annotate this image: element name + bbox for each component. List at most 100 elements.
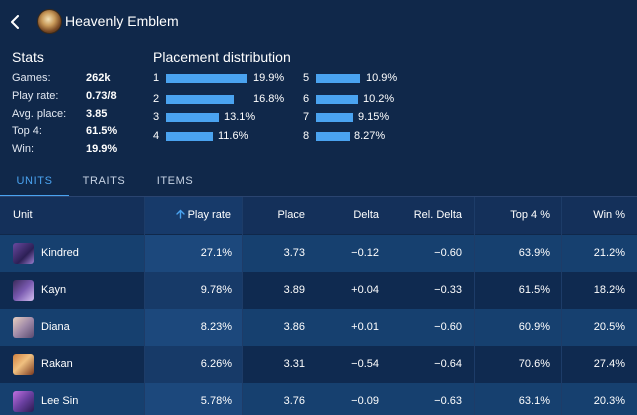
win-cell: 18.2% xyxy=(593,284,625,296)
top4-cell: 63.1% xyxy=(518,395,550,407)
stat-label-avg-place: Avg. place: xyxy=(12,108,67,120)
place-cell: 3.73 xyxy=(283,247,305,259)
place-cell: 3.86 xyxy=(283,321,305,333)
table-row[interactable]: Lee Sin 5.78% 3.76 −0.09 −0.63 63.1% 20.… xyxy=(0,383,637,415)
stats-title: Stats xyxy=(12,49,44,65)
placement-number: 7 xyxy=(303,111,310,123)
placement-value: 10.9% xyxy=(366,72,398,84)
rel-delta-cell: −0.60 xyxy=(434,247,462,259)
top4-cell: 60.9% xyxy=(518,321,550,333)
delta-cell: −0.54 xyxy=(351,358,379,370)
placement-bar xyxy=(316,74,360,83)
placement-number: 4 xyxy=(153,130,160,142)
play-rate-cell: 6.26% xyxy=(200,358,232,370)
lee-sin-avatar xyxy=(13,391,34,412)
play-rate-cell: 9.78% xyxy=(200,284,232,296)
placement-value: 13.1% xyxy=(224,111,256,123)
top4-cell: 63.9% xyxy=(518,247,550,259)
column-divider xyxy=(561,197,562,415)
stat-value-win: 19.9% xyxy=(86,143,118,155)
placement-value: 19.9% xyxy=(253,72,285,84)
sorted-column-shade xyxy=(145,272,242,309)
tab-units[interactable]: UNITS xyxy=(0,170,69,197)
column-header-delta[interactable]: Delta xyxy=(353,209,379,221)
placement-number: 1 xyxy=(153,72,160,84)
play-rate-cell: 5.78% xyxy=(200,395,232,407)
column-divider xyxy=(242,197,243,415)
placement-number: 3 xyxy=(153,111,160,123)
tab-traits[interactable]: TRAITS xyxy=(82,175,126,187)
stat-label-win: Win: xyxy=(12,143,34,155)
placement-number: 5 xyxy=(303,72,310,84)
placement-bar xyxy=(166,74,247,83)
column-header-play-rate[interactable]: Play rate xyxy=(145,197,242,234)
top4-cell: 61.5% xyxy=(518,284,550,296)
kayn-avatar xyxy=(13,280,34,301)
stat-label-play-rate: Play rate: xyxy=(12,90,59,102)
sorted-column-shade xyxy=(145,383,242,415)
column-header-win[interactable]: Win % xyxy=(593,209,625,221)
heavenly-emblem-icon xyxy=(37,9,62,34)
placement-bar xyxy=(316,95,358,104)
tab-items[interactable]: ITEMS xyxy=(156,175,194,187)
column-header-rel-delta[interactable]: Rel. Delta xyxy=(413,209,462,221)
tab-bar: UNITS TRAITS ITEMS xyxy=(0,170,637,197)
stat-value-games: 262k xyxy=(86,72,111,84)
column-label: Play rate xyxy=(187,209,231,221)
rel-delta-cell: −0.64 xyxy=(434,358,462,370)
placement-value: 8.27% xyxy=(354,130,386,142)
kindred-avatar xyxy=(13,243,34,264)
sorted-column-shade xyxy=(145,309,242,346)
rel-delta-cell: −0.63 xyxy=(434,395,462,407)
page-title: Heavenly Emblem xyxy=(65,13,179,29)
placement-number: 6 xyxy=(303,93,310,105)
top4-cell: 70.6% xyxy=(518,358,550,370)
table-row[interactable]: Rakan 6.26% 3.31 −0.54 −0.64 70.6% 27.4% xyxy=(0,346,637,383)
delta-cell: +0.01 xyxy=(351,321,379,333)
diana-avatar xyxy=(13,317,34,338)
placement-bar xyxy=(166,132,213,141)
win-cell: 27.4% xyxy=(593,358,625,370)
table-row[interactable]: Kindred 27.1% 3.73 −0.12 −0.60 63.9% 21.… xyxy=(0,235,637,272)
stat-label-games: Games: xyxy=(12,72,51,84)
header: Heavenly Emblem xyxy=(0,0,637,44)
unit-name: Kayn xyxy=(41,284,67,296)
placement-number: 2 xyxy=(153,93,160,105)
table-header: Unit Play rate Place Delta Rel. Delta To… xyxy=(0,197,637,234)
delta-cell: −0.09 xyxy=(351,395,379,407)
play-rate-cell: 27.1% xyxy=(200,247,232,259)
back-button[interactable] xyxy=(6,11,24,33)
place-cell: 3.76 xyxy=(283,395,305,407)
placement-value: 11.6% xyxy=(218,130,249,142)
delta-cell: +0.04 xyxy=(351,284,379,296)
stat-label-top4: Top 4: xyxy=(12,125,42,137)
unit-name: Rakan xyxy=(41,358,73,370)
placement-value: 10.2% xyxy=(363,93,395,105)
place-cell: 3.89 xyxy=(283,284,305,296)
unit-name: Kindred xyxy=(41,247,79,259)
unit-name: Diana xyxy=(41,321,70,333)
table-row[interactable]: Diana 8.23% 3.86 +0.01 −0.60 60.9% 20.5% xyxy=(0,309,637,346)
win-cell: 21.2% xyxy=(593,247,625,259)
arrow-up-icon xyxy=(175,209,185,219)
delta-cell: −0.12 xyxy=(351,247,379,259)
table-row[interactable]: Kayn 9.78% 3.89 +0.04 −0.33 61.5% 18.2% xyxy=(0,272,637,309)
placement-bar xyxy=(166,113,219,122)
placement-value: 9.15% xyxy=(358,111,390,123)
column-divider xyxy=(144,197,145,415)
win-cell: 20.5% xyxy=(593,321,625,333)
column-header-top4[interactable]: Top 4 % xyxy=(510,209,550,221)
chevron-left-icon xyxy=(11,15,19,29)
placement-title: Placement distribution xyxy=(153,49,291,65)
sorted-column-shade xyxy=(145,235,242,272)
stat-value-avg-place: 3.85 xyxy=(86,108,108,120)
placement-bar xyxy=(316,132,350,141)
column-header-unit[interactable]: Unit xyxy=(13,209,33,221)
column-header-place[interactable]: Place xyxy=(277,209,305,221)
divider xyxy=(0,196,637,197)
sorted-column-shade xyxy=(145,346,242,383)
unit-name: Lee Sin xyxy=(41,395,79,407)
rel-delta-cell: −0.60 xyxy=(434,321,462,333)
win-cell: 20.3% xyxy=(593,395,625,407)
placement-number: 8 xyxy=(303,130,310,142)
